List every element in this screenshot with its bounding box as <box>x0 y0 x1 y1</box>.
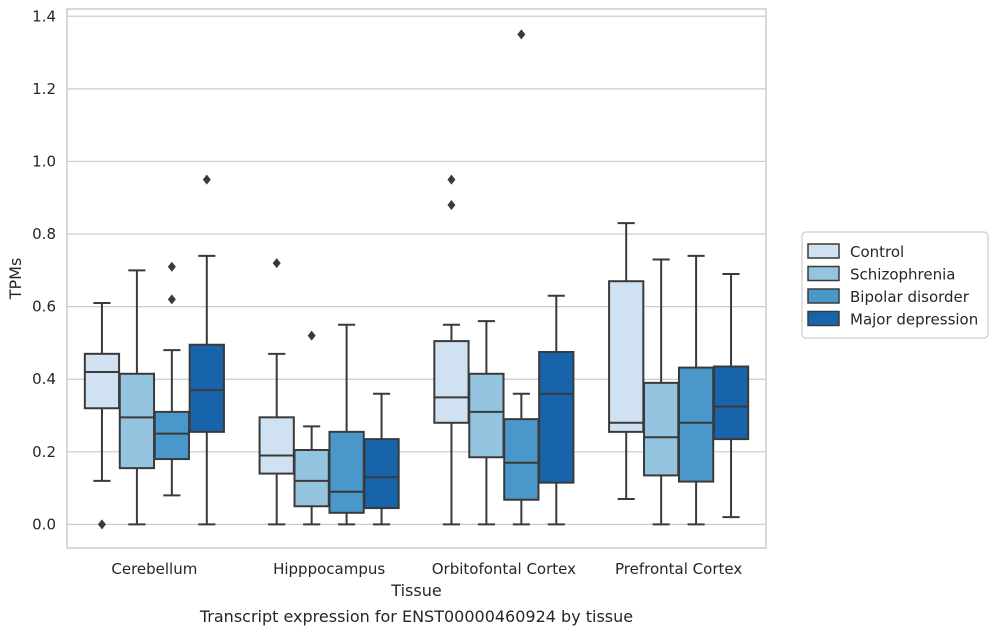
x-tick-labels: Cerebellum Hipppocampus Orbitofontal Corte… <box>111 560 742 578</box>
y-tick-label: 0.2 <box>32 443 56 461</box>
box-group <box>153 261 190 497</box>
box-group <box>538 294 575 526</box>
outlier-point <box>447 200 456 210</box>
box-group <box>468 320 505 526</box>
box-group <box>258 258 295 526</box>
outlier-point <box>517 29 526 40</box>
box-group <box>293 330 330 526</box>
legend-frame <box>801 231 989 339</box>
outlier-point <box>97 519 106 530</box>
box <box>363 438 400 510</box>
box <box>503 418 540 501</box>
box-group <box>188 174 225 526</box>
box <box>118 372 156 470</box>
box <box>293 449 330 508</box>
box <box>468 372 505 459</box>
box <box>83 352 121 410</box>
outlier-point <box>447 174 456 185</box>
box <box>328 430 365 514</box>
box-group <box>677 254 715 526</box>
box <box>433 340 470 424</box>
x-tick-label: Prefrontal Cortex <box>615 560 742 578</box>
y-tick-label: 0.4 <box>32 370 56 388</box>
box <box>643 381 680 477</box>
chart-caption: Transcript expression for ENST0000046092… <box>199 607 633 626</box>
legend-label: Bipolar disorder <box>850 288 970 306</box>
box <box>677 366 715 483</box>
x-axis-label: Tissue <box>390 581 441 600</box>
legend-swatch <box>807 310 840 327</box>
box <box>258 416 295 475</box>
y-tick-label: 1.2 <box>32 80 56 98</box>
legend-label: Schizophrenia <box>850 266 955 284</box>
box-group <box>608 222 645 500</box>
y-axis-label: TPMs <box>6 258 25 301</box>
outlier-point <box>167 261 176 272</box>
legend-swatch <box>807 288 840 304</box>
legend-swatch <box>807 265 840 282</box>
outlier-point <box>272 258 281 269</box>
box <box>188 343 225 433</box>
legend: Control Schizophrenia Bipolar disorder Majo… <box>801 231 989 339</box>
plot-frame <box>66 8 767 549</box>
y-tick-label: 0.8 <box>32 225 56 243</box>
box <box>608 280 645 433</box>
y-tick-label: 1.0 <box>32 152 56 170</box>
x-tick-label: Hipppocampus <box>273 560 385 578</box>
legend-swatch <box>807 243 840 259</box>
box-group <box>433 174 470 526</box>
outlier-point <box>167 294 176 305</box>
box <box>153 410 190 461</box>
plot-boxes <box>83 29 750 530</box>
y-tick-label: 1.4 <box>32 7 56 25</box>
y-tick-labels: 0.0 0.2 0.4 0.6 0.8 1.0 1.2 1.4 <box>32 7 56 533</box>
x-tick-label: Orbitofontal Cortex <box>432 560 576 578</box>
box <box>538 351 575 484</box>
x-tick-label: Cerebellum <box>111 560 197 578</box>
y-tick-label: 0.0 <box>32 515 56 533</box>
outlier-point <box>202 174 211 185</box>
outlier-point <box>307 330 316 341</box>
y-tick-label: 0.6 <box>32 298 56 316</box>
box-group <box>328 323 365 526</box>
box-group <box>118 269 156 526</box>
box-group <box>643 258 680 526</box>
box-group <box>83 302 121 530</box>
box-group <box>503 29 540 526</box>
box-group <box>363 392 400 526</box>
legend-label: Major depression <box>850 311 978 329</box>
box-group <box>712 272 750 519</box>
box <box>712 365 750 441</box>
legend-label: Control <box>850 243 904 261</box>
